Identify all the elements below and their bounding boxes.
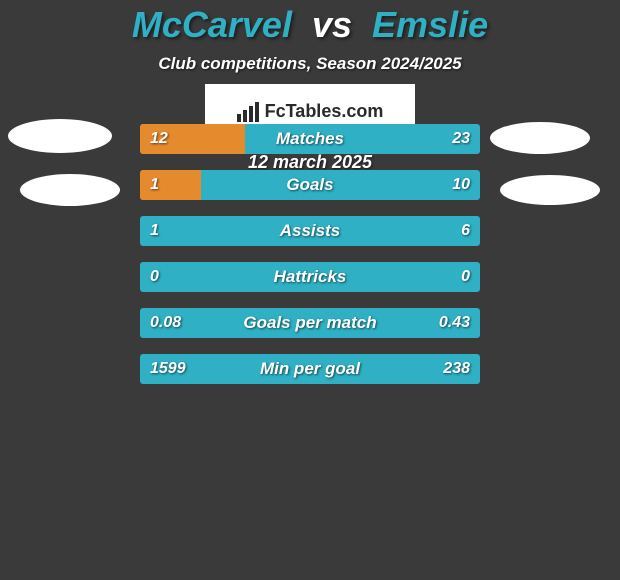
stat-label: Hattricks: [140, 262, 480, 292]
stat-row: 1599238Min per goal: [140, 354, 480, 384]
stat-label: Goals: [140, 170, 480, 200]
page-title: McCarvel vs Emslie: [0, 4, 620, 46]
stat-row: 16Assists: [140, 216, 480, 246]
club-badge-placeholder: [490, 122, 590, 154]
title-player-1: McCarvel: [132, 4, 292, 45]
title-player-2: Emslie: [372, 4, 488, 45]
bar-chart-icon: [237, 100, 259, 122]
stat-row: 0.080.43Goals per match: [140, 308, 480, 338]
subtitle: Club competitions, Season 2024/2025: [0, 54, 620, 74]
comparison-infographic: McCarvel vs Emslie Club competitions, Se…: [0, 0, 620, 580]
comparison-chart: 1223Matches 110Goals 16Assists 00Hattricks 0…: [140, 124, 480, 400]
club-badge-placeholder: [20, 174, 120, 206]
stat-row: 00Hattricks: [140, 262, 480, 292]
stat-label: Matches: [140, 124, 480, 154]
club-badge-placeholder: [500, 175, 600, 205]
title-vs: vs: [312, 4, 352, 45]
stat-label: Goals per match: [140, 308, 480, 338]
stat-label: Min per goal: [140, 354, 480, 384]
stat-row: 110Goals: [140, 170, 480, 200]
club-badge-placeholder: [8, 119, 112, 153]
stat-label: Assists: [140, 216, 480, 246]
stat-row: 1223Matches: [140, 124, 480, 154]
branding-text: FcTables.com: [265, 101, 384, 122]
